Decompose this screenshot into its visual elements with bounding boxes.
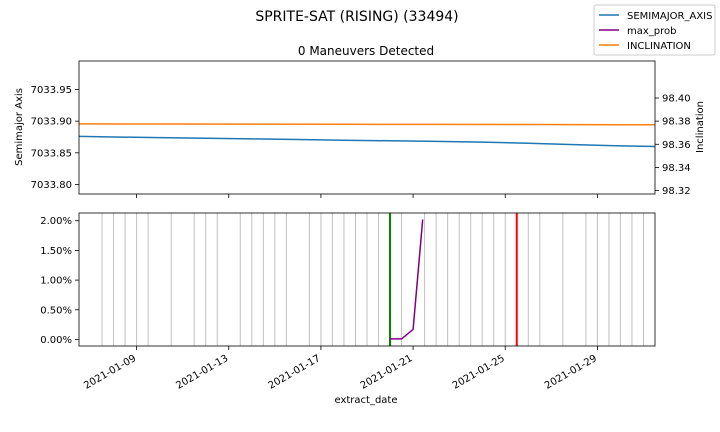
- top-ylabel-right: Inclination: [695, 101, 706, 153]
- bottom-y-tick-label: 2.00%: [40, 216, 72, 227]
- top-ylabel: Semimajor Axis: [14, 88, 25, 166]
- top-left-tick-label: 7033.80: [31, 180, 72, 191]
- x-tick-label: 2021-01-25: [451, 353, 507, 392]
- bottom-ticks-layer: 0.00% 0.50% 1.00% 1.50% 2.00% 2021-01-09 2021-…: [40, 216, 599, 391]
- top-right-tick-label: 98.40: [662, 94, 691, 105]
- bottom-vlines-layer: [101, 213, 644, 346]
- bottom-y-tick-label: 1.00%: [40, 276, 72, 287]
- top-panel-title: 0 Maneuvers Detected: [298, 44, 434, 58]
- legend-label-max-prob: max_prob: [627, 26, 677, 37]
- x-axis-label: extract_date: [334, 395, 397, 406]
- bottom-y-tick-label: 1.50%: [40, 246, 72, 257]
- legend-label-inclination: INCLINATION: [627, 41, 691, 52]
- bottom-panel: 0.00% 0.50% 1.00% 1.50% 2.00% 2021-01-09 2021-…: [40, 212, 656, 392]
- top-right-tick-label: 98.36: [662, 140, 691, 151]
- figure-title: SPRITE-SAT (RISING) (33494): [255, 9, 458, 25]
- top-plot-frame: [78, 60, 656, 195]
- x-tick-label: 2021-01-21: [359, 353, 415, 392]
- top-series-layer: [78, 123, 656, 148]
- top-left-tick-label: 7033.95: [31, 85, 72, 96]
- bottom-y-tick-label: 0.50%: [40, 305, 72, 316]
- bottom-plot-frame: [78, 212, 656, 347]
- legend-label-semimajor-axis: SEMIMAJOR_AXIS: [627, 11, 712, 22]
- x-tick-label: 2021-01-09: [82, 353, 138, 392]
- series-line-inclination: [78, 123, 655, 126]
- top-right-tick-label: 98.32: [662, 186, 691, 197]
- top-right-tick-label: 98.38: [662, 117, 691, 128]
- legend-frame: [593, 4, 716, 56]
- x-tick-label: 2021-01-29: [543, 353, 599, 392]
- bottom-y-tick-label: 0.00%: [40, 335, 72, 346]
- top-panel: 0 Maneuvers Detected 7033.807033.857033.…: [14, 44, 706, 198]
- x-tick-label: 2021-01-13: [174, 353, 230, 392]
- top-left-tick-label: 7033.85: [31, 148, 72, 159]
- bottom-series-layer: [390, 219, 424, 340]
- top-left-tick-label: 7033.90: [31, 117, 72, 128]
- series-line-semimajor-axis: [78, 135, 656, 148]
- legend: SEMIMAJOR_AXIS max_prob INCLINATION: [593, 4, 716, 56]
- top-right-tick-label: 98.34: [662, 163, 691, 174]
- top-ticks-layer: 7033.80 7033.85 7033.90 7033.95 98.32 98.34 98…: [31, 85, 691, 198]
- x-tick-label: 2021-01-17: [267, 353, 323, 392]
- series-line-max-prob: [390, 219, 424, 340]
